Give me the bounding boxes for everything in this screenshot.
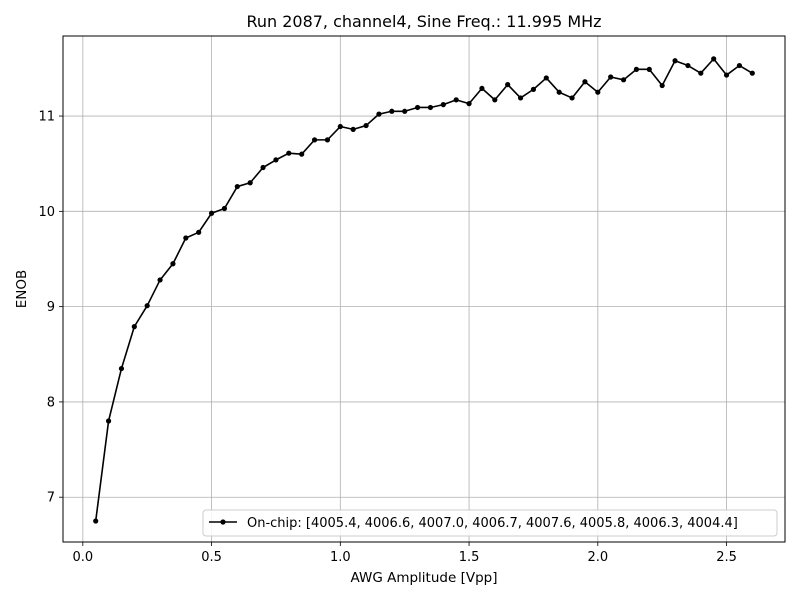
data-point xyxy=(402,108,408,114)
data-point xyxy=(170,261,176,267)
data-point xyxy=(543,75,549,81)
y-tick-label: 11 xyxy=(38,110,55,125)
data-point xyxy=(144,303,150,309)
data-point xyxy=(453,97,459,103)
data-point xyxy=(530,86,537,92)
data-point xyxy=(427,104,434,111)
legend-label: On-chip: [4005.4, 4006.6, 4007.0, 4006.7… xyxy=(247,516,738,531)
data-point xyxy=(337,123,343,130)
data-point xyxy=(350,126,356,132)
plot-frame xyxy=(62,35,786,543)
series-line xyxy=(94,58,753,522)
data-point xyxy=(505,81,511,88)
data-point xyxy=(646,66,652,72)
data-point xyxy=(659,82,665,89)
data-point xyxy=(556,89,562,95)
data-point xyxy=(672,58,678,64)
data-point xyxy=(698,70,704,76)
data-point xyxy=(582,79,588,85)
x-tick-label: 0.0 xyxy=(72,550,93,565)
data-point xyxy=(273,157,279,163)
grid xyxy=(63,36,785,542)
data-point xyxy=(157,277,163,283)
data-point xyxy=(105,418,112,424)
data-point xyxy=(440,102,446,108)
data-point xyxy=(749,70,755,76)
data-point xyxy=(299,151,305,157)
x-tick-label: 2.0 xyxy=(587,550,608,565)
data-point xyxy=(608,74,614,80)
data-point xyxy=(466,101,472,107)
chart-title: Run 2087, channel4, Sine Freq.: 11.995 M… xyxy=(246,12,601,31)
data-point xyxy=(723,72,730,78)
x-axis-label: AWG Amplitude [Vpp] xyxy=(351,570,498,586)
data-point xyxy=(311,137,318,143)
axis-ticks: 0.0 0.5 1.0 1.5 2.0 2.5 7 8 9 10 11 xyxy=(38,110,736,565)
data-point xyxy=(711,56,717,62)
data-point xyxy=(131,324,137,330)
y-axis-label: ENOB xyxy=(14,270,30,309)
data-point xyxy=(118,365,125,372)
legend-marker-swatch xyxy=(220,519,226,525)
data-point xyxy=(208,210,215,216)
data-point xyxy=(376,111,382,117)
x-tick-label: 1.5 xyxy=(459,550,480,565)
data-point xyxy=(633,66,640,72)
data-point xyxy=(363,122,369,129)
series-layer xyxy=(93,56,755,524)
data-point xyxy=(736,62,743,69)
data-point xyxy=(324,137,331,143)
legend-box xyxy=(202,509,778,537)
x-tick-label: 1.0 xyxy=(330,550,351,565)
data-point xyxy=(234,183,240,190)
data-point xyxy=(260,164,266,171)
data-point xyxy=(517,95,524,101)
data-point xyxy=(247,180,253,186)
data-point xyxy=(569,95,575,101)
y-tick-label: 8 xyxy=(47,395,55,410)
data-point xyxy=(492,97,498,103)
data-point xyxy=(286,150,292,156)
data-point xyxy=(93,518,99,524)
y-tick-label: 10 xyxy=(38,205,55,220)
data-point xyxy=(479,85,485,92)
data-point xyxy=(595,89,601,95)
x-tick-label: 2.5 xyxy=(716,550,737,565)
legend: On-chip: [4005.4, 4006.6, 4007.0, 4006.7… xyxy=(202,509,778,537)
data-point xyxy=(221,205,228,212)
data-point xyxy=(685,62,691,69)
data-point xyxy=(414,104,421,111)
data-point xyxy=(196,229,202,235)
data-point xyxy=(389,108,395,114)
data-point xyxy=(620,77,627,83)
data-point xyxy=(183,235,189,241)
x-tick-label: 0.5 xyxy=(201,550,222,565)
y-tick-label: 9 xyxy=(47,300,55,315)
y-tick-label: 7 xyxy=(47,491,55,506)
